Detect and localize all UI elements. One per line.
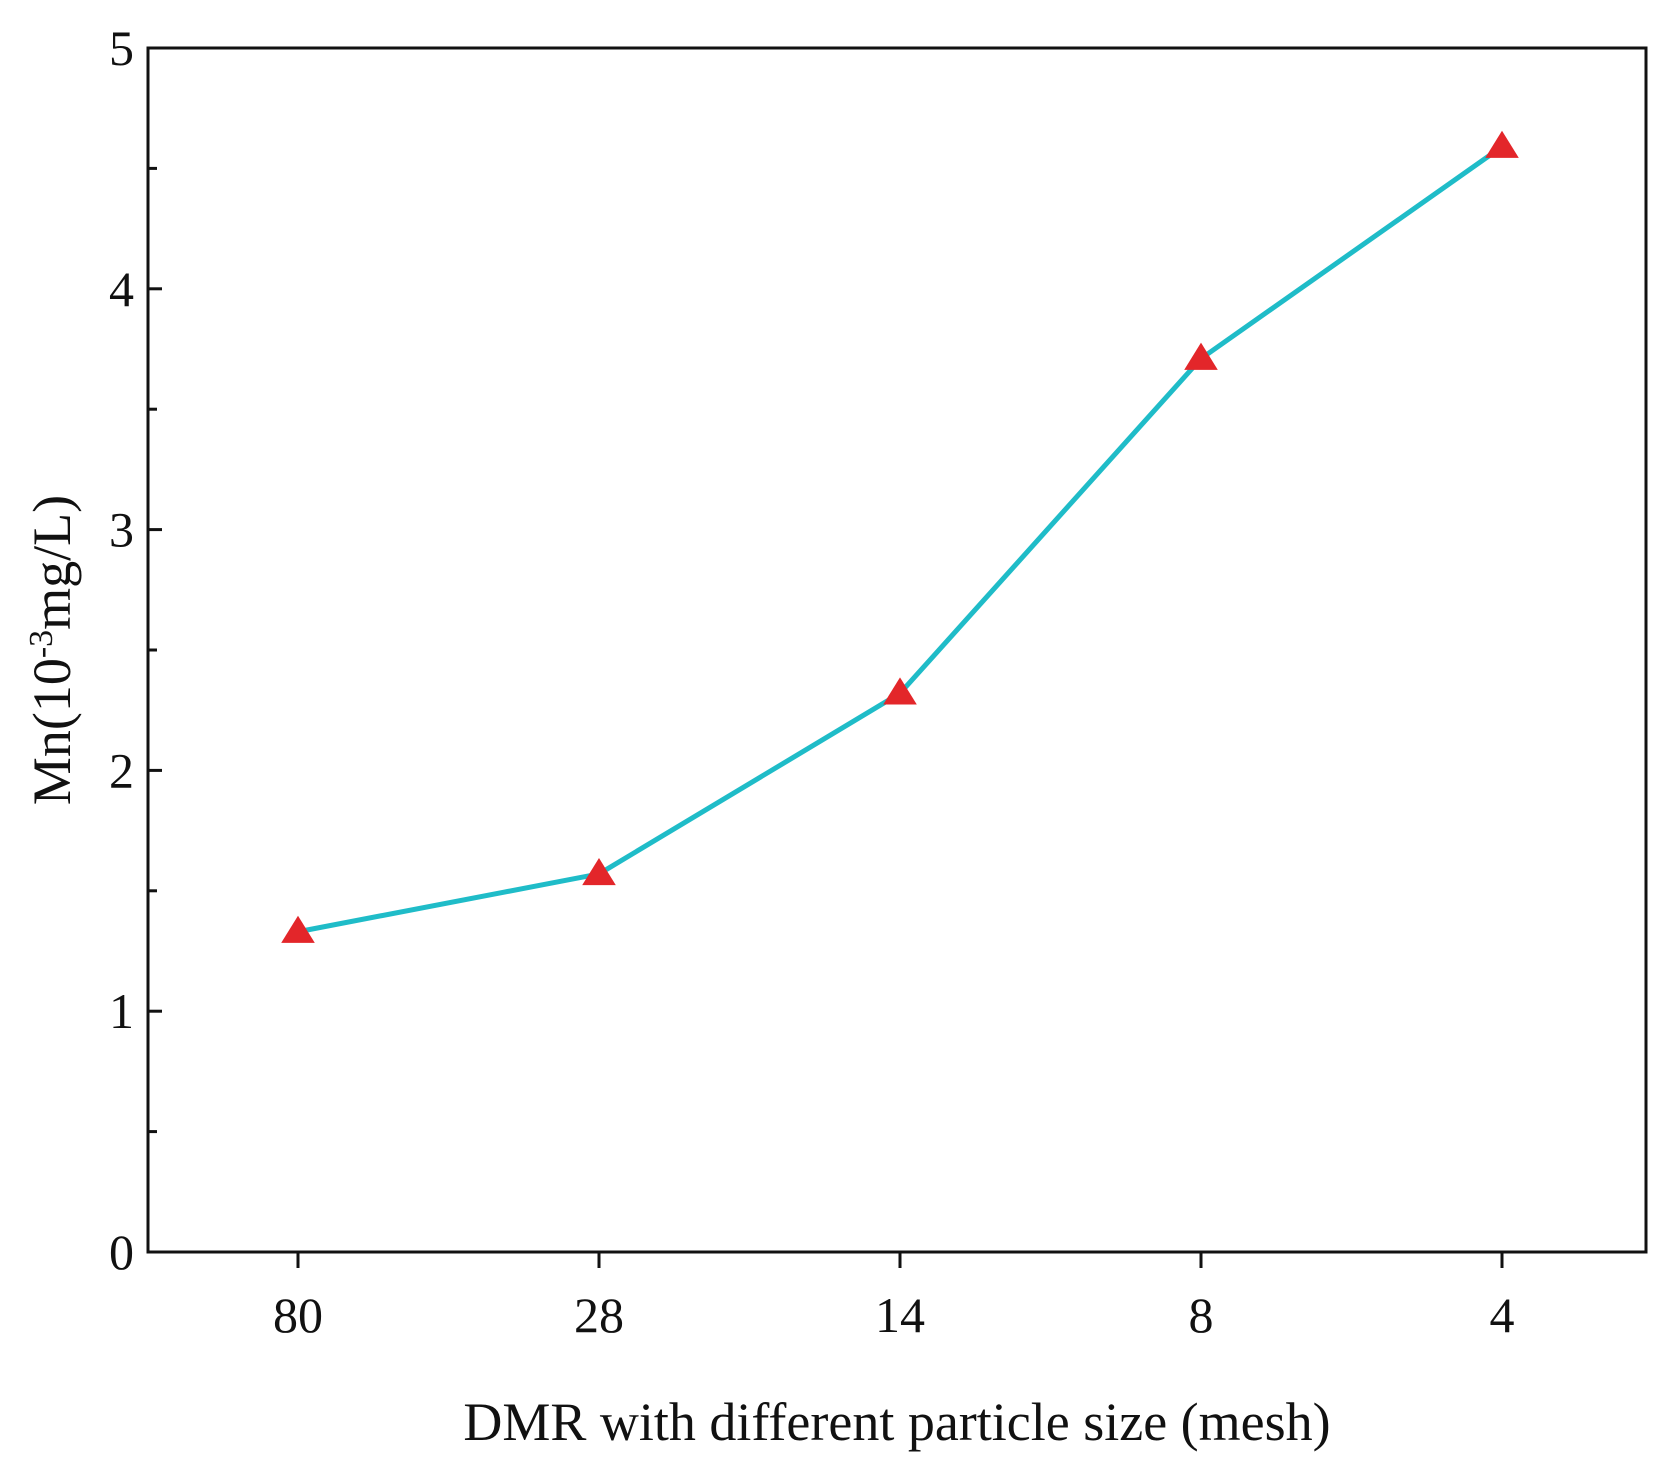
- data-point-marker: [281, 915, 315, 943]
- series-layer: [281, 130, 1519, 943]
- data-point-marker: [582, 857, 616, 886]
- data-point-marker: [1184, 342, 1218, 370]
- y-axis-title-suffix: mg/L): [22, 495, 82, 630]
- y-axis-title: Mn(10-3mg/L): [22, 495, 82, 805]
- y-tick-label: 0: [109, 1224, 134, 1280]
- x-tick-label: 4: [1490, 1287, 1515, 1343]
- y-axis-title-superscript: -3: [23, 630, 60, 658]
- y-tick-label: 5: [109, 20, 134, 76]
- x-tick-label: 28: [574, 1287, 624, 1343]
- data-point-marker: [883, 677, 917, 705]
- y-tick-label: 2: [109, 742, 134, 798]
- x-axis-title: DMR with different particle size (mesh): [463, 1392, 1330, 1452]
- y-tick-label: 1: [109, 983, 134, 1039]
- y-axis-ticks: 0 1 2 3 4 5: [109, 20, 162, 1280]
- y-tick-label: 3: [109, 502, 134, 558]
- x-axis-ticks: 80 28 14 8 4: [273, 1252, 1515, 1343]
- plot-frame: [146, 46, 1648, 1254]
- x-tick-label: 14: [875, 1287, 925, 1343]
- series-line: [297, 144, 1504, 935]
- y-axis-title-prefix: Mn(10: [22, 658, 82, 805]
- data-point-marker: [1485, 130, 1519, 158]
- x-tick-label: 80: [273, 1287, 323, 1343]
- y-tick-label: 4: [109, 261, 134, 317]
- x-tick-label: 8: [1189, 1287, 1214, 1343]
